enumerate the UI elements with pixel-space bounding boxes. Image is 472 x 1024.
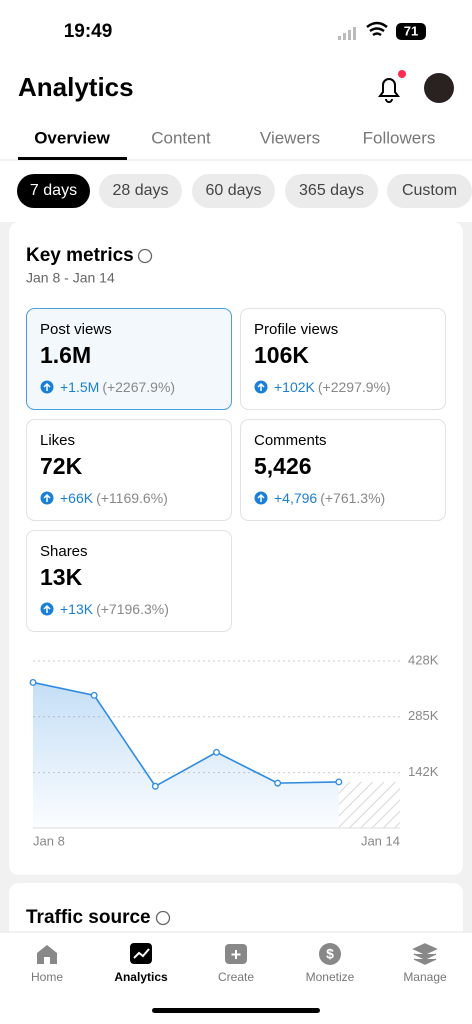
metric-change: +4,796 (+761.3%)	[274, 490, 385, 506]
metric-label: Likes	[40, 432, 75, 449]
metric-card[interactable]	[240, 419, 446, 521]
info-icon[interactable]	[155, 910, 171, 926]
change-value: +4,796	[274, 490, 317, 506]
range-pill[interactable]	[99, 174, 182, 208]
metric-value: 13K	[40, 564, 83, 590]
metric-change: +66K (+1169.6%)	[60, 490, 168, 506]
change-value: +66K	[60, 490, 94, 506]
range-pill[interactable]	[17, 174, 90, 208]
metric-value: 106K	[254, 342, 309, 368]
point	[213, 748, 220, 756]
manage-icon	[412, 943, 438, 965]
change-value: +1.5M	[60, 379, 99, 395]
metric-value: 72K	[40, 453, 83, 479]
change-percent: (+2267.9%)	[102, 379, 175, 395]
metric-value: 1.6M	[40, 342, 91, 368]
range-label: 28 days	[112, 182, 168, 199]
up-arrow	[43, 382, 51, 391]
notifications[interactable]	[378, 70, 406, 103]
nav-label[interactable]: Analytics	[114, 970, 168, 984]
nav-label[interactable]: Manage	[403, 970, 447, 984]
wifi	[366, 21, 388, 37]
page-title: Analytics	[18, 72, 134, 102]
change-value: +102K	[274, 379, 316, 395]
change-percent: (+1169.6%)	[96, 490, 168, 506]
up-arrow	[43, 493, 51, 502]
section-title: Key metrics	[26, 245, 134, 266]
battery	[396, 23, 426, 40]
tab[interactable]: Followers	[363, 128, 436, 147]
tab[interactable]: Overview	[34, 128, 110, 147]
range-label: 60 days	[205, 182, 261, 199]
change-percent: (+7196.3%)	[96, 601, 169, 617]
y-tick-label: 142K	[408, 764, 439, 779]
metric-card[interactable]	[240, 308, 446, 410]
y-tick-label: 285K	[408, 708, 439, 723]
signal	[338, 27, 356, 40]
up-arrow	[257, 382, 265, 391]
change-value: +13K	[60, 601, 94, 617]
range-pill[interactable]	[285, 174, 378, 208]
point	[29, 679, 37, 686]
tab[interactable]: Viewers	[260, 128, 320, 147]
tab[interactable]: Content	[151, 128, 211, 147]
traffic-card	[9, 883, 463, 943]
incomplete-period	[338, 781, 400, 828]
monetize-icon	[319, 943, 341, 965]
range-pill[interactable]	[387, 174, 472, 208]
metric-label: Profile views	[254, 321, 338, 338]
line	[32, 681, 339, 788]
info-icon[interactable]	[137, 248, 153, 264]
nav-label[interactable]: Create	[218, 970, 254, 984]
point	[335, 778, 343, 786]
analytics-glyph	[133, 948, 150, 959]
nav-label[interactable]: Home	[31, 970, 63, 984]
home-icon	[37, 945, 57, 964]
metric-change: +102K (+2297.9%)	[274, 379, 391, 395]
range-label: 7 days	[30, 182, 77, 199]
range-label: Custom	[402, 182, 457, 199]
x-tick-label: Jan 8	[33, 833, 65, 848]
metric-change: +13K (+7196.3%)	[60, 601, 169, 617]
metric-card[interactable]	[26, 530, 232, 632]
metric-change: +1.5M (+2267.9%)	[60, 379, 175, 395]
metric-card[interactable]	[26, 308, 232, 410]
up-arrow	[43, 604, 51, 613]
range-pill[interactable]	[192, 174, 275, 208]
point	[274, 779, 282, 787]
point	[90, 691, 98, 699]
avatar[interactable]	[424, 73, 454, 103]
metric-label: Post views	[40, 321, 112, 338]
clock: 19:49	[64, 21, 113, 42]
metric-label: Shares	[40, 543, 88, 560]
change-percent: (+761.3%)	[320, 490, 385, 506]
nav-label[interactable]: Monetize	[306, 970, 355, 984]
tab-indicator	[18, 157, 127, 160]
home-indicator	[152, 1008, 320, 1013]
metric-label: Comments	[254, 432, 327, 449]
metric-card[interactable]	[26, 419, 232, 521]
x-tick-label: Jan 14	[361, 833, 400, 848]
y-tick-label: 428K	[408, 652, 439, 667]
point	[151, 782, 159, 790]
section-title: Traffic source	[26, 907, 151, 928]
up-arrow	[257, 493, 265, 502]
change-percent: (+2297.9%)	[318, 379, 391, 395]
range-label: 365 days	[299, 182, 364, 199]
battery-level: 71	[404, 23, 418, 38]
metric-value: 5,426	[254, 453, 312, 479]
create-glyph	[231, 950, 241, 959]
monetize-glyph: $	[326, 946, 334, 962]
date-range: Jan 8 - Jan 14	[26, 270, 115, 286]
